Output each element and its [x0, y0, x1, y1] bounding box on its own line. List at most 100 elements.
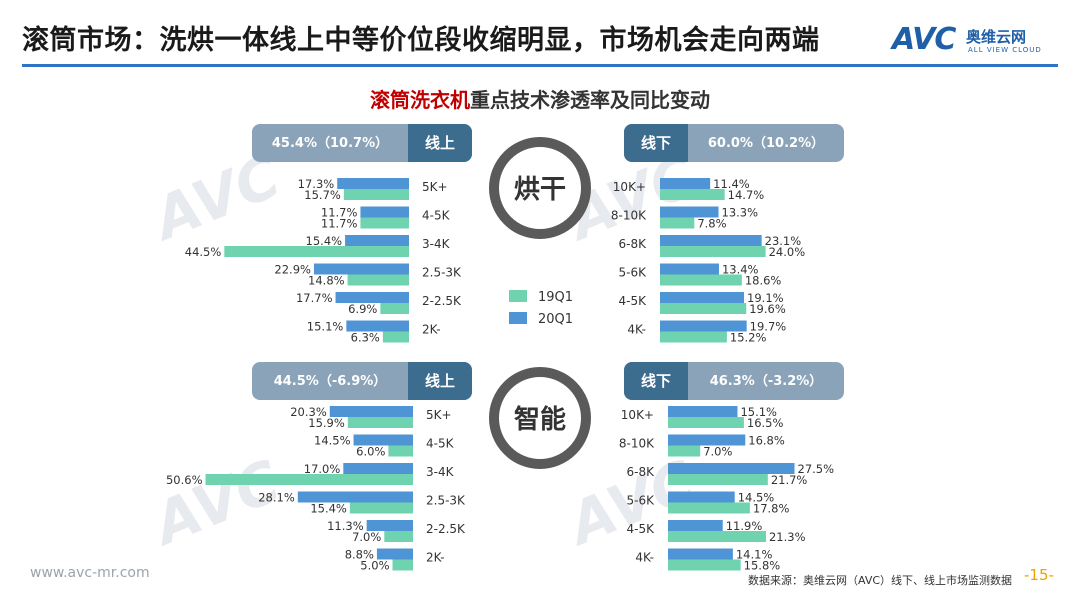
data-label: 8.8%: [345, 548, 374, 562]
bar-19q1: [668, 559, 741, 571]
panel-smart_offline: 线下 46.3%（-3.2%） 10K+ 15.1%16.5% 8-10K 16.8% 7.…: [619, 362, 844, 573]
brand-logo: AVC 奥维云网 ALL VIEW CLOUD: [892, 22, 1062, 62]
category-label: 4K-: [635, 551, 654, 565]
page-number: -15-: [1024, 566, 1054, 584]
panel-header-channel-fill: [678, 124, 688, 162]
bar-20q1: [660, 292, 745, 303]
bar-19q1: [349, 502, 413, 514]
panel-layer: 线上 45.4%（10.7%） 5K+ 17.3%15.7% 4-5K 11.7%11.7…: [166, 124, 844, 573]
data-label: 14.8%: [308, 274, 345, 288]
data-label: 18.6%: [745, 274, 782, 288]
data-label: 17.7%: [296, 291, 333, 305]
category-label: 4K-: [627, 323, 646, 337]
data-label: 15.4%: [306, 234, 343, 248]
ring-label: 智能: [514, 404, 566, 435]
data-label: 17.8%: [753, 502, 790, 516]
data-label: 15.7%: [304, 188, 341, 202]
category-label: 2.5-3K: [422, 266, 462, 280]
bar-20q1: [660, 178, 711, 189]
data-label: 13.3%: [722, 206, 759, 220]
ring-outline: [489, 367, 591, 469]
data-label: 14.5%: [314, 434, 351, 448]
panel-header-channel-fill: [678, 362, 688, 400]
bar-20q1: [660, 263, 719, 275]
data-label: 14.1%: [736, 548, 773, 562]
panel-dry_offline: 线下 60.0%（10.2%） 10K+ 11.4%14.7% 8-10K 13.3%7.…: [611, 124, 844, 345]
bar-20q1: [668, 548, 733, 560]
title-divider: [22, 64, 1058, 67]
data-label: 14.5%: [738, 491, 775, 505]
legend-swatch: [509, 290, 527, 302]
panel-channel-label: 线上: [425, 372, 455, 390]
bar-20q1: [329, 406, 413, 417]
data-label: 5.0%: [360, 559, 389, 573]
data-label: 15.9%: [308, 416, 345, 430]
category-label: 3-4K: [422, 237, 451, 251]
data-label: 23.1%: [765, 234, 802, 248]
data-label: 19.6%: [749, 302, 786, 316]
data-label: 6.9%: [348, 302, 377, 316]
bar-19q1: [660, 189, 725, 200]
bar-19q1: [347, 417, 413, 428]
bar-19q1: [380, 303, 409, 314]
bar-20q1: [313, 263, 409, 275]
bar-19q1: [660, 303, 747, 314]
category-label: 6-8K: [619, 237, 648, 251]
category-label: 5-6K: [619, 266, 648, 280]
bar-20q1: [668, 434, 746, 446]
page-title: 滚筒市场：洗烘一体线上中等价位段收缩明显，市场机会走向两端: [22, 25, 820, 56]
bar-19q1: [384, 531, 413, 542]
category-label: 2.5-3K: [426, 494, 466, 508]
data-label: 7.0%: [352, 530, 381, 544]
category-label: 10K+: [613, 180, 646, 194]
data-label: 16.8%: [748, 434, 785, 448]
category-label: 2K-: [422, 323, 441, 337]
data-label: 17.3%: [298, 177, 335, 191]
data-label: 27.5%: [798, 462, 835, 476]
bar-19q1: [668, 474, 768, 485]
bar-20q1: [343, 463, 413, 474]
category-label: 10K+: [621, 408, 654, 422]
bar-20q1: [360, 206, 409, 218]
legend: 19Q1 20Q1: [509, 290, 573, 327]
bar-19q1: [360, 217, 409, 229]
bar-20q1: [660, 235, 762, 246]
data-label: 11.9%: [726, 519, 763, 533]
ring-label: 烘干: [514, 175, 566, 205]
panel-smart_online: 线上 44.5%（-6.9%） 5K+ 20.3%15.9% 4-5K 14.5% 6.0%…: [166, 362, 472, 573]
category-label: 4-5K: [422, 209, 451, 223]
panel-summary-value: 44.5%（-6.9%）: [274, 373, 387, 389]
bar-19q1: [660, 274, 742, 286]
bar-19q1: [343, 189, 409, 200]
data-label: 11.7%: [321, 206, 358, 220]
subtitle-highlight: 滚筒洗衣机: [370, 88, 470, 112]
brand-logo-mark: AVC: [892, 22, 956, 57]
panel-channel-label: 线下: [641, 372, 671, 390]
data-label: 6.3%: [351, 331, 380, 345]
bar-20q1: [297, 491, 413, 503]
data-label: 22.9%: [274, 263, 311, 277]
data-label: 11.7%: [321, 217, 358, 231]
panel-header-channel-bg: [408, 124, 472, 162]
bar-20q1: [668, 463, 795, 474]
panel-header-channel-bg: [408, 362, 472, 400]
bar-20q1: [335, 292, 409, 303]
data-label: 15.2%: [730, 331, 767, 345]
category-label: 4-5K: [627, 522, 656, 536]
data-label: 15.1%: [307, 320, 344, 334]
data-label: 21.3%: [769, 530, 806, 544]
category-label: 8-10K: [619, 437, 655, 451]
footer-url: www.avc-mr.com: [30, 565, 150, 581]
panel-summary-value: 60.0%（10.2%）: [708, 135, 824, 151]
data-label: 21.7%: [771, 473, 808, 487]
bar-19q1: [668, 502, 750, 514]
panel-header-channel-bg: [624, 124, 688, 162]
data-label: 6.0%: [356, 445, 385, 459]
category-label: 5K+: [426, 408, 452, 422]
category-label: 4-5K: [619, 294, 648, 308]
data-label: 7.0%: [703, 445, 732, 459]
category-label: 5K+: [422, 180, 448, 194]
bar-20q1: [337, 178, 409, 189]
